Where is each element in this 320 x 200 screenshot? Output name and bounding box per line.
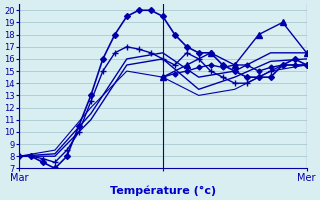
- X-axis label: Température (°c): Température (°c): [110, 185, 216, 196]
